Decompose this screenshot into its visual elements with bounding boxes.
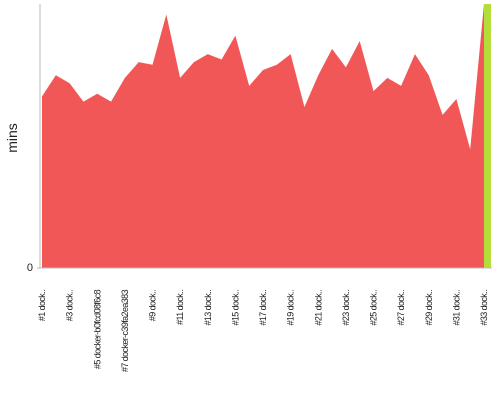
x-tick-label: #1 dock.. [37, 290, 47, 321]
x-tick-label: #11 dock.. [175, 290, 185, 325]
x-tick-label: #7 docker-c39fa2ea383 [120, 289, 130, 372]
x-tick-label: #21 dock.. [313, 290, 323, 326]
x-tick-label: #31 dock.. [451, 290, 461, 326]
area-segment [484, 4, 491, 268]
y-tick-label: 0 [27, 262, 33, 274]
x-tick-label: #13 dock.. [203, 290, 213, 326]
x-tick-label: #33 dock.. [479, 290, 489, 326]
x-tick-label: #29 dock.. [424, 290, 434, 326]
y-axis-label: mins [4, 123, 20, 153]
x-tick-label: #9 dock.. [148, 290, 158, 321]
x-tick-label: #27 dock.. [396, 290, 406, 326]
area [42, 4, 484, 268]
plot-area [42, 4, 491, 268]
x-tick-label: #3 dock.. [65, 290, 75, 321]
x-tick-label: #5 docker-b0fcd08f6c8 [92, 289, 102, 369]
x-tick-label: #25 dock.. [369, 290, 379, 326]
x-tick-label: #23 dock.. [341, 290, 351, 326]
x-tick-label: #15 dock.. [230, 290, 240, 326]
x-tick-label: #17 dock.. [258, 290, 268, 326]
x-tick-label: #19 dock.. [286, 290, 296, 326]
